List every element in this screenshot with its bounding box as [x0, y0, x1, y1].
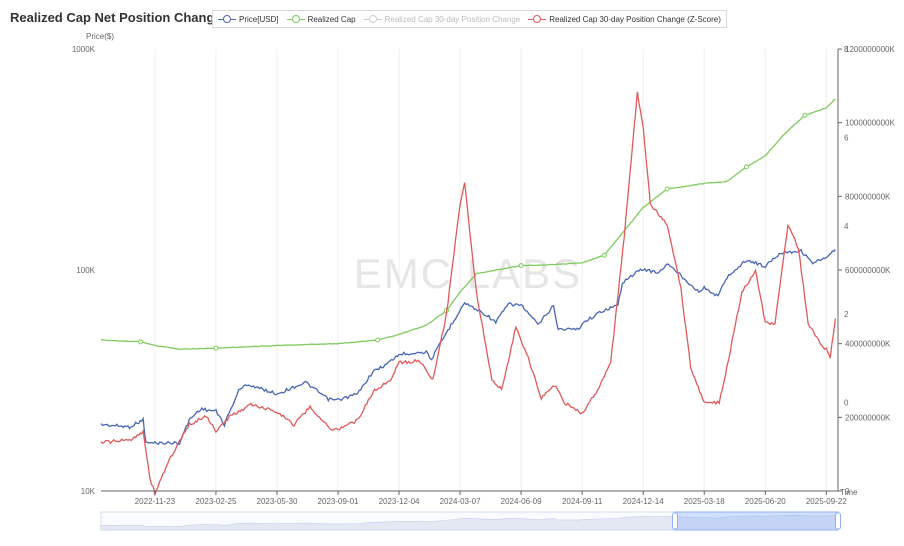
x-tick-label: 2023-09-01: [318, 497, 359, 506]
zscore-tick-label: 0: [844, 399, 849, 408]
x-tick-label: 2025-09-22: [806, 497, 847, 506]
zscore-tick-label: 2: [844, 310, 849, 319]
x-tick-label: 2023-12-04: [379, 497, 420, 506]
cap-tick-label: 400000000K: [845, 340, 891, 349]
zscore-tick-label: 6: [844, 133, 849, 142]
x-tick-label: 2024-06-09: [501, 497, 542, 506]
series-marker: [664, 186, 670, 192]
legend-item[interactable]: Realized Cap 30-day Position Change (Z-S…: [528, 15, 721, 24]
x-tick-label: 2025-03-18: [684, 497, 725, 506]
legend-swatch-icon: [218, 15, 236, 23]
series-marker: [518, 263, 524, 269]
cap-tick-label: 600000000K: [845, 266, 891, 275]
zscore-tick-label: 4: [844, 222, 849, 231]
axis-layer: 2022-11-23 2023-02-25 2023-05-30 2023-09-01…: [72, 45, 896, 506]
legend-swatch-icon: [528, 15, 547, 23]
price-tick-label: 10K: [81, 487, 96, 496]
legend-swatch-icon: [286, 15, 305, 23]
cap-tick-label: 800000000K: [845, 192, 891, 201]
cap-tick-label: 1200000000K: [845, 45, 895, 54]
legend-swatch-icon: [363, 15, 382, 23]
x-tick-label: 2024-03-07: [440, 497, 481, 506]
watermark: EMC LABS: [354, 250, 582, 297]
legend-item[interactable]: Realized Cap 30-day Position Change: [363, 14, 521, 24]
zoom-window[interactable]: [674, 511, 839, 531]
legend-label: Realized Cap 30-day Position Change: [384, 14, 521, 24]
price-tick-label: 100K: [76, 266, 95, 275]
zoom-preview: [100, 515, 836, 531]
legend-label: Realized Cap: [307, 14, 356, 24]
legend-label: Realized Cap 30-day Position Change (Z-S…: [549, 14, 721, 24]
series-line: [100, 98, 836, 350]
cap-tick-label: 0: [845, 487, 850, 496]
series-marker: [802, 112, 808, 118]
data-zoom-slider[interactable]: [100, 511, 841, 531]
x-axis-name: Time: [840, 488, 858, 497]
chart-title: Realized Cap Net Position Change: [10, 10, 222, 25]
series-marker: [213, 345, 219, 351]
x-tick-label: 2025-06-20: [745, 497, 786, 506]
price-tick-label: 1000K: [72, 45, 96, 54]
x-tick-label: 2023-05-30: [257, 497, 298, 506]
zscore-tick-label: 8: [844, 45, 849, 54]
series-marker: [601, 252, 607, 258]
zoom-handle-right[interactable]: [835, 512, 841, 530]
legend-label: Price[USD]: [239, 14, 279, 24]
series-marker: [375, 337, 381, 343]
cap-tick-label: 1000000000K: [845, 119, 895, 128]
series-marker: [138, 339, 144, 345]
series-layer: [100, 91, 837, 497]
cap-tick-label: 200000000K: [845, 413, 891, 422]
legend-item[interactable]: Price[USD]: [218, 15, 279, 24]
series-marker: [743, 164, 749, 170]
zoom-handle-left[interactable]: [672, 512, 679, 530]
x-tick-label: 2024-09-11: [562, 497, 603, 506]
x-tick-label: 2024-12-14: [623, 497, 664, 506]
x-tick-label: 2022-11-23: [135, 497, 176, 506]
price-axis-name: Price($): [86, 32, 115, 41]
x-tick-label: 2023-02-25: [195, 497, 236, 506]
legend: Price[USD] Realized Cap Realized Cap 30-da…: [212, 10, 727, 28]
series-line: [100, 91, 837, 497]
legend-item[interactable]: Realized Cap: [286, 14, 356, 24]
